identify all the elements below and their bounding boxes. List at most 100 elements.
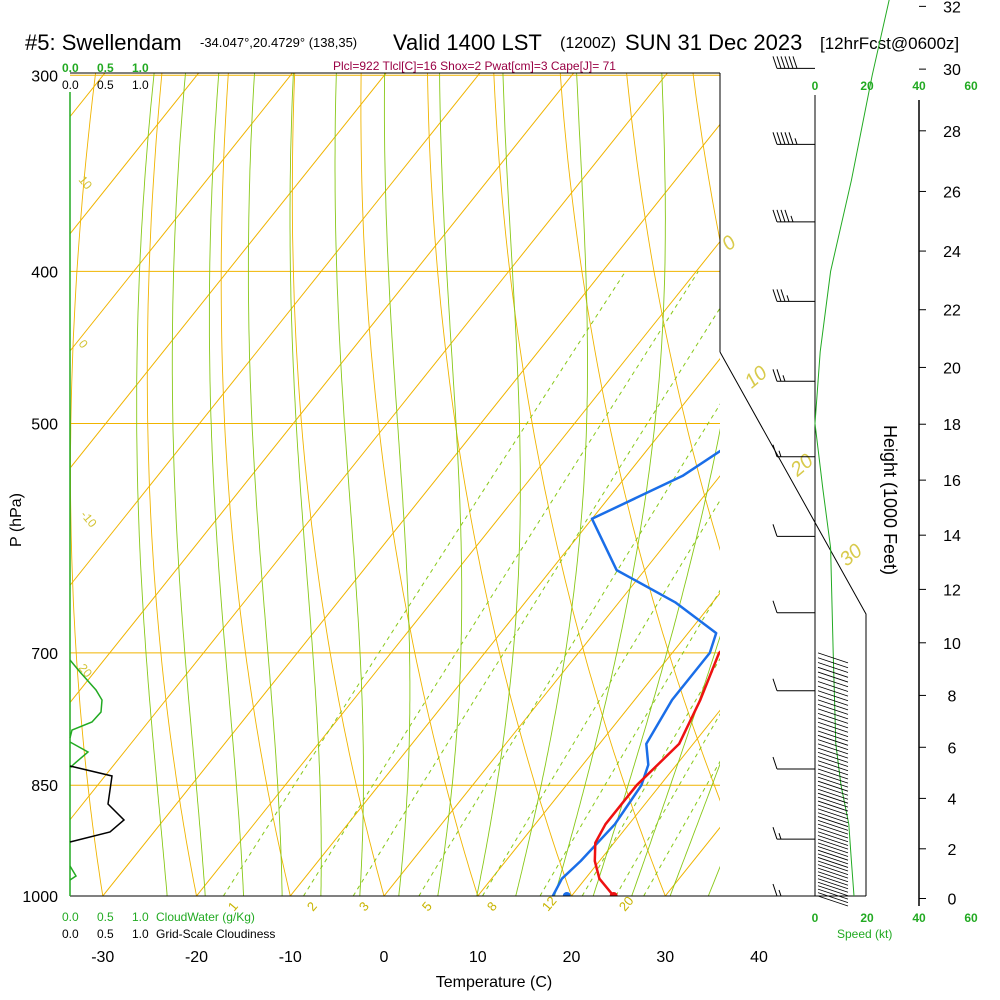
low-level-barb (817, 671, 849, 683)
moist-adiabat-line (289, 73, 322, 896)
low-level-barb (817, 871, 849, 883)
cloudiness-tick-top: 0.5 (97, 78, 114, 92)
sounding-profiles (551, 449, 720, 896)
low-level-barb (817, 804, 849, 816)
wind-barb-flag (772, 444, 778, 457)
cloudwater-tick-top: 1.0 (132, 61, 149, 75)
low-level-barb (817, 808, 849, 820)
low-level-barb (817, 895, 849, 907)
y-axis-title: P (hPa) (8, 493, 25, 547)
low-level-barb (817, 747, 849, 759)
wind-barb-flag (772, 369, 778, 382)
wind-barb-flag (772, 524, 778, 537)
pressure-tick-label: 400 (31, 264, 58, 281)
low-level-barb (817, 713, 849, 724)
low-level-barb (817, 721, 849, 733)
wind-barb-flag (780, 289, 786, 302)
dry-adiabat-line (220, 73, 291, 896)
low-level-barb (817, 874, 849, 886)
wind-barb-half (778, 889, 782, 897)
low-level-barb (817, 846, 849, 857)
moist-adiabat-line (592, 428, 720, 896)
low-level-barb (817, 676, 849, 688)
wind-barb-flag (772, 132, 778, 145)
isotherm-line (70, 73, 294, 352)
low-level-barb (817, 768, 849, 780)
low-level-barb (817, 657, 849, 669)
cloudiness-tick-bottom: 0.0 (62, 927, 79, 941)
height-tick-label: 16 (943, 473, 961, 490)
low-level-barb (817, 776, 849, 788)
wind-barb-flag (772, 883, 778, 897)
height-tick-label: 10 (943, 636, 961, 653)
low-level-barb (817, 849, 849, 861)
low-level-barb (817, 857, 849, 868)
wind-barb-half (794, 138, 798, 145)
dry-adiabat-line (493, 73, 666, 896)
temperature-tick-label: 0 (380, 949, 389, 966)
valid-date: SUN 31 Dec 2023 (625, 30, 802, 55)
cloudiness-profile (69, 765, 126, 843)
isotherm-line (70, 73, 575, 704)
low-level-barb (817, 694, 849, 706)
stability-indices: Plcl=922 Tlcl[C]=16 Shox=2 Pwat[cm]=3 Ca… (333, 59, 616, 73)
wind-barb-flag (780, 132, 786, 145)
low-level-barb (817, 864, 849, 875)
wind-barb-half (790, 215, 794, 223)
isotherm-line (70, 73, 387, 469)
moist-adiabat-line (437, 73, 463, 896)
speed-tick-top: 20 (860, 79, 874, 93)
dry-adiabat-line (146, 73, 197, 896)
low-level-barb (817, 860, 849, 872)
moist-adiabat-line (554, 73, 666, 896)
low-level-barb (817, 812, 849, 824)
moist-adiabat-line (476, 73, 521, 896)
height-tick-label: 4 (948, 791, 957, 808)
wind-barb-flag (792, 56, 798, 69)
wind-barb-flag (772, 678, 778, 691)
moist-adiabat-line (247, 73, 283, 896)
wind-barb-flag (776, 289, 782, 302)
wind-speed-profile (814, 0, 890, 897)
wind-barb-flag (776, 132, 782, 145)
moist-adiabat-line (515, 73, 588, 896)
low-level-barb (817, 734, 849, 746)
dry-adiabat-line (990, 0, 1000, 929)
dry-adiabat-label: 10 (76, 173, 96, 192)
height-tick-label: 0 (948, 892, 957, 909)
mixing-ratio-line (222, 271, 626, 896)
dry-adiabat-label: -10 (78, 508, 100, 531)
speed-tick-top: 40 (912, 79, 926, 93)
wind-barb-flag (772, 827, 778, 840)
low-level-barb (817, 704, 849, 715)
pressure-tick-label: 300 (31, 68, 58, 85)
cloudwater-tick-top: 0.0 (62, 61, 79, 75)
mixing-ratio-line (615, 713, 720, 896)
low-level-barb (817, 888, 849, 900)
dry-adiabat-line (692, 73, 720, 243)
valid-zulu: (1200Z) (560, 35, 616, 52)
mixing-ratio-label: 3 (356, 899, 372, 914)
low-level-barb (817, 708, 849, 720)
temperature-tick-label: -10 (279, 949, 302, 966)
isotherm-line (70, 73, 200, 235)
wind-barb (772, 883, 815, 897)
low-level-barb (817, 867, 849, 879)
height-tick-label: 24 (943, 244, 961, 261)
height-axis-title: Height (1000 Feet) (880, 425, 900, 575)
low-level-barb (817, 699, 849, 711)
mixing-ratio-line (418, 403, 720, 896)
isotherm-line (477, 592, 720, 896)
pressure-tick-label: 1000 (22, 889, 58, 906)
wind-barb-flag (784, 56, 790, 69)
wind-barb (772, 678, 815, 692)
wind-barb (772, 132, 815, 145)
cloudwater-tick-bottom: 0.0 (62, 910, 79, 924)
low-level-barb (817, 819, 849, 831)
height-tick-label: 30 (943, 62, 961, 79)
wind-barb (772, 56, 815, 69)
wind-barb-half (778, 833, 782, 840)
wind-barb-flag (772, 56, 778, 69)
wind-barb-flag (784, 132, 790, 145)
